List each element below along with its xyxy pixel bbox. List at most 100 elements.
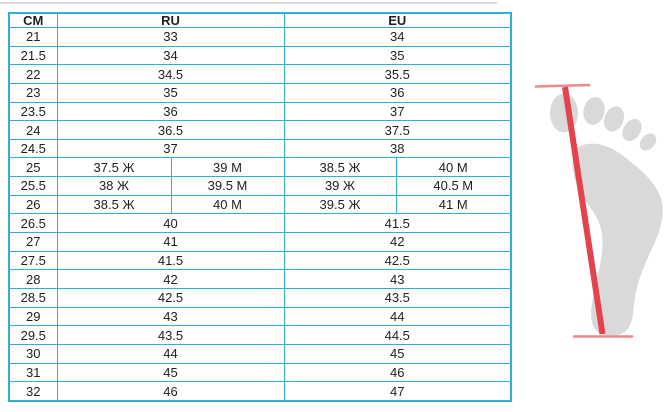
cell-ru: 44 — [56, 343, 285, 364]
cell-cm: 24 — [8, 120, 58, 140]
size-conversion-table: CM RU EU 21 33 34 21.5 34 35 22 34.5 35.5 23 35… — [8, 12, 512, 402]
cell-ru: 36.5 — [56, 120, 285, 140]
third-toe-icon — [603, 106, 625, 132]
cell-eu: 42.5 — [283, 250, 512, 271]
cell-eu-men: 41 М — [395, 194, 512, 215]
header-cm: CM — [8, 12, 58, 28]
cell-ru: 40 — [56, 213, 285, 234]
cell-ru-women: 37.5 Ж — [56, 157, 172, 178]
table-row: 23.5 36 37 — [8, 101, 512, 122]
cell-eu: 45 — [283, 343, 512, 364]
cell-ru: 43.5 — [56, 325, 285, 345]
cell-ru: 37 — [56, 138, 285, 159]
table-row: 28 42 43 — [8, 269, 512, 289]
cell-cm: 26 — [8, 194, 58, 215]
cell-cm: 28.5 — [8, 287, 58, 308]
cell-ru: 36 — [56, 101, 285, 122]
cell-cm: 23 — [8, 82, 58, 103]
cell-cm: 27.5 — [8, 250, 58, 271]
table-row: 21 33 34 — [8, 27, 512, 47]
table-row-split: 25.5 38 Ж 39.5 М 39 Ж 40.5 М — [8, 176, 512, 196]
cell-cm: 32 — [8, 381, 58, 402]
pinky-toe-icon — [639, 133, 657, 151]
cell-ru: 33 — [56, 27, 285, 47]
cell-eu-men: 40.5 М — [395, 176, 512, 196]
cell-ru-men: 39 М — [170, 157, 285, 178]
cell-eu: 37 — [283, 101, 512, 122]
cell-eu-women: 38.5 Ж — [283, 157, 397, 178]
cell-cm: 31 — [8, 362, 58, 383]
cell-cm: 23.5 — [8, 101, 58, 122]
cell-eu-women: 39 Ж — [283, 176, 397, 196]
cell-eu: 43 — [283, 269, 512, 289]
cell-eu: 41.5 — [283, 213, 512, 234]
table-row: 27.5 41.5 42.5 — [8, 250, 512, 271]
table-row: 27 41 42 — [8, 232, 512, 252]
table-row: 22 34.5 35.5 — [8, 64, 512, 84]
cell-cm: 29.5 — [8, 325, 58, 345]
table-row-split: 26 38.5 Ж 40 М 39.5 Ж 41 М — [8, 194, 512, 215]
table-row: 32 46 47 — [8, 381, 512, 402]
cell-eu: 42 — [283, 232, 512, 252]
cell-eu: 43.5 — [283, 287, 512, 308]
fourth-toe-icon — [622, 118, 642, 142]
cell-ru: 35 — [56, 82, 285, 103]
measure-top-bar — [534, 83, 591, 88]
table-row: 30 44 45 — [8, 343, 512, 364]
measure-line — [562, 86, 606, 335]
table-row: 24 36.5 37.5 — [8, 120, 512, 140]
cell-eu: 36 — [283, 82, 512, 103]
cell-cm: 25.5 — [8, 176, 58, 196]
cell-ru: 34.5 — [56, 64, 285, 84]
cell-ru-women: 38 Ж — [56, 176, 172, 196]
cell-eu: 35.5 — [283, 64, 512, 84]
cell-ru: 42 — [56, 269, 285, 289]
table-row-split: 25 37.5 Ж 39 М 38.5 Ж 40 М — [8, 157, 512, 178]
cell-cm: 25 — [8, 157, 58, 178]
cell-cm: 21 — [8, 27, 58, 47]
cell-eu: 47 — [283, 381, 512, 402]
cell-ru-women: 38.5 Ж — [56, 194, 172, 215]
cell-eu: 37.5 — [283, 120, 512, 140]
table-header-row: CM RU EU — [8, 12, 512, 28]
cell-ru: 41 — [56, 232, 285, 252]
cell-cm: 29 — [8, 306, 58, 327]
cell-cm: 24.5 — [8, 138, 58, 159]
cell-eu: 38 — [283, 138, 512, 159]
cell-cm: 30 — [8, 343, 58, 364]
table-row: 29 43 44 — [8, 306, 512, 327]
header-ru: RU — [56, 12, 285, 28]
table-row: 26.5 40 41.5 — [8, 213, 512, 234]
foot-measurement-illustration — [534, 83, 663, 338]
cell-ru-men: 39.5 М — [170, 176, 285, 196]
table-row: 31 45 46 — [8, 362, 512, 383]
cell-eu: 44 — [283, 306, 512, 327]
table-row: 21.5 34 35 — [8, 45, 512, 66]
cell-eu-women: 39.5 Ж — [283, 194, 397, 215]
cell-ru: 45 — [56, 362, 285, 383]
cell-eu: 44.5 — [283, 325, 512, 345]
cell-ru: 41.5 — [56, 250, 285, 271]
cell-cm: 26.5 — [8, 213, 58, 234]
cropped-table-edge-line — [0, 2, 497, 4]
cell-ru: 34 — [56, 45, 285, 66]
cell-cm: 28 — [8, 269, 58, 289]
header-eu: EU — [283, 12, 512, 28]
cell-cm: 22 — [8, 64, 58, 84]
cell-ru-men: 40 М — [170, 194, 285, 215]
cell-eu-men: 40 М — [395, 157, 512, 178]
cell-ru: 42.5 — [56, 287, 285, 308]
cell-ru: 46 — [56, 381, 285, 402]
cell-eu: 46 — [283, 362, 512, 383]
table-row: 24.5 37 38 — [8, 138, 512, 159]
second-toe-icon — [583, 97, 605, 125]
cell-cm: 27 — [8, 232, 58, 252]
table-row: 29.5 43.5 44.5 — [8, 325, 512, 345]
cell-eu: 35 — [283, 45, 512, 66]
cell-ru: 43 — [56, 306, 285, 327]
table-row: 28.5 42.5 43.5 — [8, 287, 512, 308]
cell-eu: 34 — [283, 27, 512, 47]
cell-cm: 21.5 — [8, 45, 58, 66]
table-row: 23 35 36 — [8, 82, 512, 103]
